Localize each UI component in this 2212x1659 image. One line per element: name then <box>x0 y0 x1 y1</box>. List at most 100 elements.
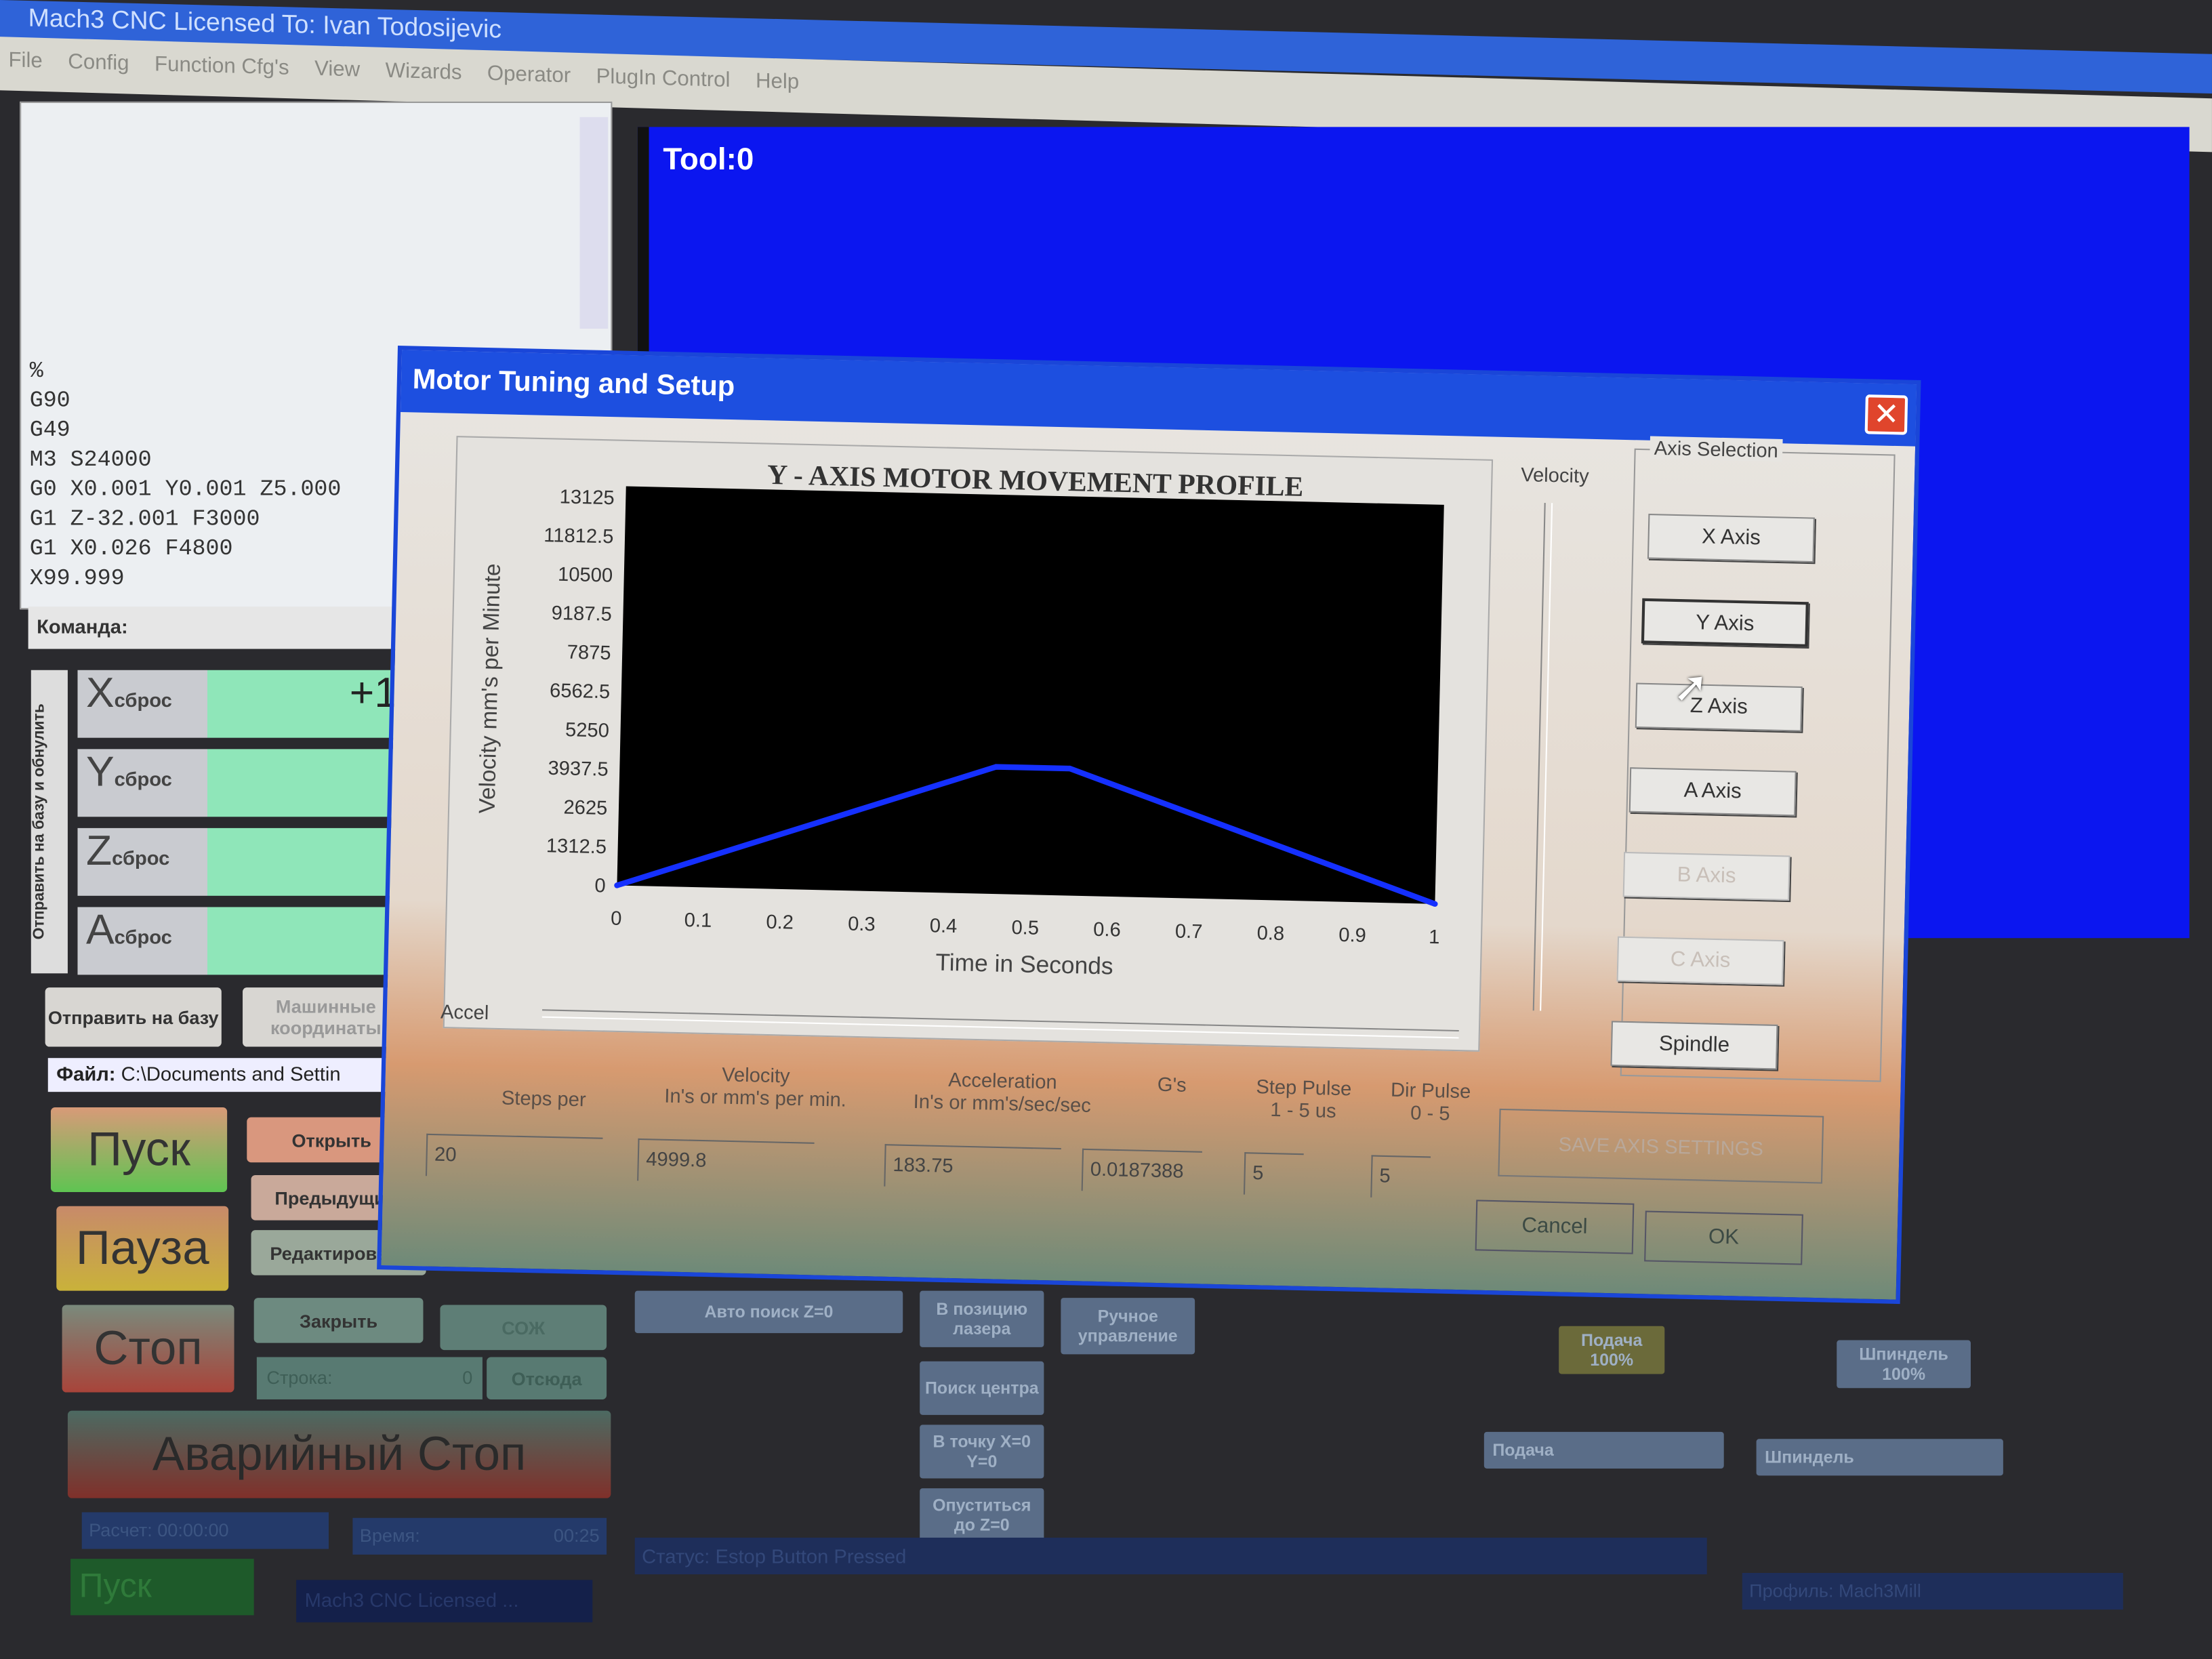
axis-button-c-axis[interactable]: C Axis <box>1616 936 1784 985</box>
menu-plugin-control[interactable]: PlugIn Control <box>596 64 731 93</box>
save-axis-settings-button[interactable]: SAVE AXIS SETTINGS <box>1498 1108 1824 1184</box>
y-tick-label: 11812.5 <box>544 525 614 548</box>
x-tick-label: 0.9 <box>1338 924 1366 947</box>
spindle-speed-field: Шпиндель <box>1756 1439 2003 1476</box>
zero-x-button[interactable]: Xсброс <box>77 670 207 738</box>
taskbar-mach3-item[interactable]: Mach3 CNC Licensed ... <box>296 1580 593 1622</box>
dro-value[interactable] <box>207 827 409 896</box>
gcode-scrollbar[interactable] <box>579 117 609 329</box>
feed-hold-button[interactable]: Пауза <box>56 1206 229 1291</box>
lower-to-z-zero-button[interactable]: Опуститься до Z=0 <box>920 1488 1044 1542</box>
gcode-line: G49 <box>29 417 70 443</box>
close-icon[interactable]: ✕ <box>1864 394 1908 435</box>
menu-help[interactable]: Help <box>755 68 800 95</box>
reset-label: сброс <box>114 767 172 790</box>
stop-button[interactable]: Стоп <box>62 1305 234 1393</box>
goto-xy-zero-button[interactable]: В точку X=0 Y=0 <box>920 1425 1044 1479</box>
zero-y-button[interactable]: Yсброс <box>77 749 207 817</box>
emergency-stop-button[interactable]: Аварийный Стоп <box>67 1410 611 1498</box>
axis-button-a-axis[interactable]: A Axis <box>1629 767 1797 817</box>
close-file-button[interactable]: Закрыть <box>253 1298 424 1343</box>
menu-function-cfgs[interactable]: Function Cfg's <box>155 52 289 81</box>
y-tick-label: 7875 <box>567 642 611 664</box>
velocity-slider[interactable] <box>1532 503 1553 1011</box>
tool-label: Tool:0 <box>663 141 754 177</box>
taskbar-start-button[interactable]: Пуск <box>70 1559 254 1616</box>
time-value: 00:25 <box>553 1525 600 1547</box>
profile-point <box>1432 901 1438 907</box>
menu-wizards[interactable]: Wizards <box>385 58 462 85</box>
x-tick-label: 0 <box>611 908 622 930</box>
axis-button-y-axis[interactable]: Y Axis <box>1641 598 1809 647</box>
zero-a-button[interactable]: Aсброс <box>77 907 207 975</box>
plot-area <box>617 486 1444 904</box>
field-input[interactable]: 5 <box>1370 1155 1431 1199</box>
field-input[interactable]: 183.75 <box>884 1144 1061 1191</box>
ref-home-button[interactable]: Отправить на базу <box>45 987 222 1047</box>
y-axis-label: Velocity mm's per Minute <box>475 563 506 814</box>
axis-letter: Z <box>85 827 112 875</box>
run-from-here-button[interactable]: Отсюда <box>487 1357 607 1399</box>
find-center-button[interactable]: Поиск центра <box>920 1361 1044 1415</box>
goto-laser-button[interactable]: В позицию лазера <box>920 1290 1044 1347</box>
dro-value[interactable] <box>207 749 409 817</box>
cancel-button[interactable]: Cancel <box>1475 1200 1635 1254</box>
y-tick-label: 5250 <box>565 719 610 741</box>
ok-button[interactable]: OK <box>1644 1210 1803 1265</box>
dro-z: Zсброс <box>77 827 409 896</box>
y-tick-label: 9187.5 <box>551 602 612 626</box>
reset-label: сброс <box>112 846 170 869</box>
file-path-value: C:\Documents and Settin <box>121 1062 341 1085</box>
x-tick-label: 0.2 <box>766 912 794 934</box>
manual-control-button[interactable]: Ручное управление <box>1061 1298 1195 1355</box>
zero-z-button[interactable]: Zсброс <box>77 827 207 896</box>
file-path: Файл: C:\Documents and Settin <box>47 1058 415 1092</box>
field-input[interactable]: 20 <box>425 1133 603 1181</box>
field-input[interactable]: 4999.8 <box>637 1138 815 1185</box>
feed-rate-field: Подача <box>1483 1431 1724 1469</box>
line-value: 0 <box>462 1367 473 1389</box>
chart-svg: Y - AXIS MOTOR MOVEMENT PROFILE01312.526… <box>475 459 1444 980</box>
field-header: Steps per <box>501 1086 587 1111</box>
gcode-line: X99.999 <box>29 565 125 592</box>
gcode-line: G0 X0.001 Y0.001 Z5.000 <box>29 476 342 503</box>
dro-a: Aсброс <box>77 907 409 975</box>
menu-config[interactable]: Config <box>68 49 129 76</box>
menu-operator[interactable]: Operator <box>487 61 571 88</box>
command-input[interactable]: Команда: <box>28 607 409 649</box>
axis-button-x-axis[interactable]: X Axis <box>1647 514 1815 563</box>
coolant-button[interactable]: СОЖ <box>440 1305 607 1351</box>
menu-view[interactable]: View <box>314 56 361 82</box>
dro-value[interactable]: +1 <box>207 670 409 738</box>
x-tick-label: 0.5 <box>1011 917 1039 939</box>
axis-button-b-axis[interactable]: B Axis <box>1622 851 1790 901</box>
axis-button-z-axis[interactable]: Z Axis <box>1635 682 1803 732</box>
estimate-time: Расчет: 00:00:00 <box>81 1512 329 1549</box>
field-header: Velocity In's or mm's per min. <box>663 1063 847 1111</box>
axis-button-spindle[interactable]: Spindle <box>1610 1021 1778 1070</box>
field-input[interactable]: 5 <box>1243 1152 1304 1196</box>
cycle-start-button[interactable]: Пуск <box>50 1107 228 1192</box>
profile-point <box>1067 765 1073 772</box>
bottom-control-panel: Авто поиск Z=0 В позицию лазера Ручное у… <box>621 1277 2212 1616</box>
ref-all-home-button[interactable]: Отправить на базу и обнулить <box>30 670 68 974</box>
line-number-field[interactable]: Строка: 0 <box>256 1357 483 1399</box>
field-input[interactable]: 0.0187388 <box>1081 1148 1202 1194</box>
machine-coords-button[interactable]: Машинные координаты <box>243 987 409 1047</box>
mouse-cursor-icon: ➚ <box>1673 664 1709 712</box>
auto-tool-zero-button[interactable]: Авто поиск Z=0 <box>634 1290 903 1334</box>
gcode-line: G90 <box>29 388 70 413</box>
profile-point <box>614 882 620 888</box>
y-tick-label: 2625 <box>563 797 608 819</box>
accel-label: Accel <box>440 1000 489 1024</box>
dro-value[interactable] <box>207 907 409 975</box>
status-line: Статус: Estop Button Pressed <box>634 1537 1707 1575</box>
elapsed-time: Время: 00:25 <box>352 1517 607 1555</box>
feed-override-label: Подача 100% <box>1559 1326 1665 1374</box>
field-header: Dir Pulse 0 - 5 <box>1390 1078 1471 1125</box>
menu-file[interactable]: File <box>8 48 43 73</box>
motor-profile-chart: Y - AXIS MOTOR MOVEMENT PROFILE 0 1312.5 26… <box>443 436 1494 1052</box>
reset-label: сброс <box>114 925 172 948</box>
y-tick-label: 0 <box>594 875 606 897</box>
